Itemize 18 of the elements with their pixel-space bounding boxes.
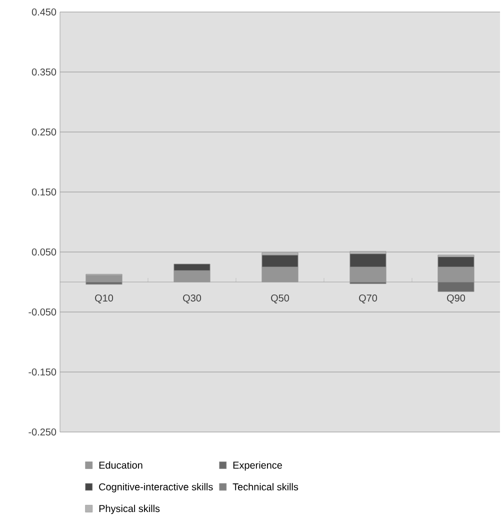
legend-label: Cognitive-interactive skills [99,483,213,492]
y-tick-label: -0.150 [28,368,56,376]
legend-label: Experience [233,461,282,471]
y-tick-label: 0.050 [32,248,56,256]
legend-label: Physical skills [99,504,160,514]
y-tick-label: 0.250 [32,128,56,136]
legend-label: Technical skills [232,483,298,490]
legend-label: Education [99,461,142,469]
x-tick-label: Q10 [95,294,114,304]
x-tick-label: Q30 [183,294,202,304]
y-tick-label: -0.250 [28,428,56,436]
x-tick-label: Q50 [271,294,290,304]
y-tick-label: 0.150 [32,188,56,196]
y-tick-label: 0.350 [32,68,56,76]
x-tick-label: Q70 [359,294,378,304]
x-tick-label: Q90 [447,294,466,304]
y-tick-label: 0.450 [32,8,56,16]
y-tick-label: -0.050 [28,308,56,316]
